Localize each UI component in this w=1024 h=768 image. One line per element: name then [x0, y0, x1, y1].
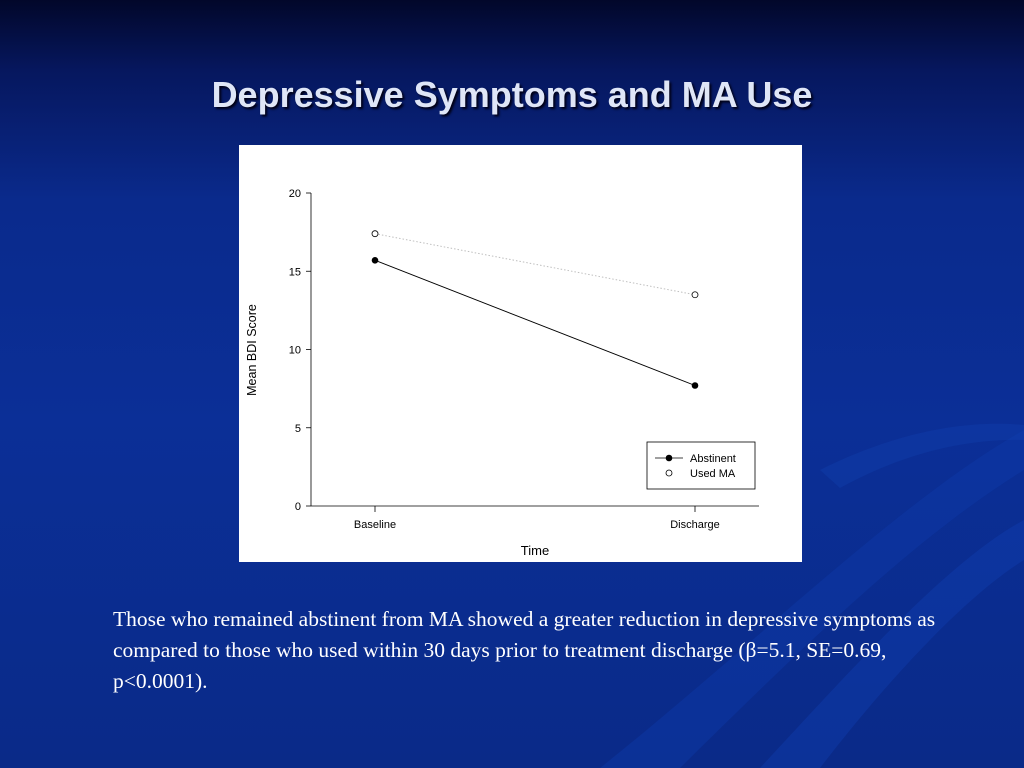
data-point-abstinent [371, 256, 379, 264]
x-tick-label: Discharge [670, 519, 720, 531]
y-tick-label: 20 [289, 188, 301, 200]
y-tick-label: 15 [289, 266, 301, 278]
data-point-abstinent [691, 382, 699, 389]
chart-legend: Abstinent Used MA [646, 441, 756, 490]
line-chart: 0 5 10 15 20 Baseline Discharge Abstinent Used… [245, 188, 759, 558]
data-point-used-ma [371, 230, 379, 238]
legend-label-used-ma: Used MA [690, 468, 736, 480]
chart-axes: 0 5 10 15 20 Baseline Discharge [289, 188, 759, 531]
slide-caption: Those who remained abstinent from MA sho… [113, 607, 936, 693]
legend-marker-abstinent [665, 454, 673, 462]
x-tick-label: Baseline [354, 519, 396, 531]
y-axis-title: Mean BDI Score [245, 304, 259, 396]
series-line-used-ma [374, 233, 696, 296]
legend-marker-used-ma [665, 469, 673, 477]
y-tick-label: 0 [295, 501, 301, 513]
legend-label-abstinent: Abstinent [690, 453, 736, 465]
data-point-used-ma [691, 291, 699, 299]
y-tick-label: 10 [289, 345, 301, 357]
legend-box [646, 441, 756, 490]
chart-series [371, 230, 699, 389]
series-line-abstinent [374, 259, 696, 386]
x-axis-title: Time [521, 543, 549, 558]
y-tick-label: 5 [295, 423, 301, 435]
chart-panel: 0 5 10 15 20 Baseline Discharge Abstinent Used… [239, 145, 802, 562]
slide-title: Depressive Symptoms and MA Use [211, 74, 813, 115]
